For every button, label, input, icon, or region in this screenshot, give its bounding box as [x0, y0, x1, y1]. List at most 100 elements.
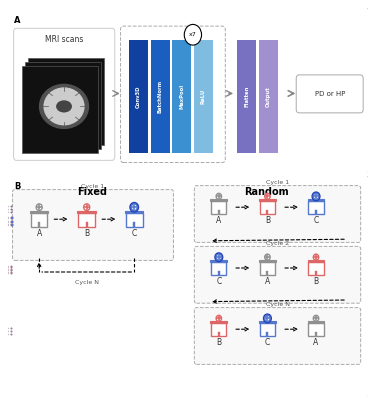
Bar — [10, 209, 12, 210]
Bar — [218, 271, 220, 275]
Bar — [10, 270, 12, 271]
Bar — [7, 272, 8, 274]
Ellipse shape — [39, 84, 88, 128]
Bar — [133, 222, 135, 227]
Bar — [78, 210, 96, 213]
Bar — [10, 209, 12, 210]
Bar — [218, 272, 220, 274]
Bar — [315, 332, 317, 336]
Circle shape — [216, 193, 222, 200]
FancyBboxPatch shape — [12, 190, 174, 260]
Text: Cycle 1: Cycle 1 — [81, 184, 105, 189]
FancyBboxPatch shape — [25, 62, 101, 149]
FancyBboxPatch shape — [211, 201, 226, 214]
Bar — [7, 218, 8, 219]
Circle shape — [265, 254, 270, 260]
Bar — [3, 212, 4, 213]
Bar — [7, 266, 8, 268]
Bar — [218, 210, 220, 214]
Bar — [10, 212, 12, 213]
FancyBboxPatch shape — [309, 262, 324, 275]
Bar — [11, 221, 13, 223]
Bar — [3, 331, 4, 332]
Bar — [3, 266, 4, 268]
Circle shape — [313, 315, 319, 322]
Bar — [308, 322, 324, 323]
Bar — [2, 224, 4, 226]
Bar — [7, 272, 8, 274]
Bar — [134, 224, 135, 226]
Bar — [10, 328, 12, 329]
FancyBboxPatch shape — [260, 201, 275, 214]
Ellipse shape — [44, 88, 84, 125]
Bar — [3, 272, 4, 274]
Bar — [10, 331, 12, 332]
Ellipse shape — [44, 88, 84, 124]
Bar — [7, 206, 8, 207]
Bar — [7, 266, 8, 268]
FancyBboxPatch shape — [309, 323, 324, 336]
Bar — [267, 210, 268, 214]
Bar — [11, 221, 13, 223]
Bar — [2, 224, 4, 226]
Text: B: B — [265, 216, 270, 225]
Text: ReLU: ReLU — [201, 89, 206, 104]
Bar — [10, 334, 12, 335]
Bar — [3, 266, 4, 268]
Bar — [10, 272, 12, 274]
Bar — [3, 209, 4, 210]
Text: Flatten: Flatten — [244, 86, 249, 107]
Bar — [10, 206, 12, 207]
Bar — [3, 206, 4, 207]
Bar — [259, 322, 276, 323]
FancyBboxPatch shape — [22, 66, 98, 152]
FancyBboxPatch shape — [260, 323, 275, 336]
Bar — [3, 272, 4, 274]
Bar — [3, 209, 4, 210]
Bar — [3, 334, 4, 335]
Text: B: B — [14, 182, 20, 191]
FancyBboxPatch shape — [6, 175, 369, 398]
Text: MaxPool: MaxPool — [179, 84, 184, 109]
FancyBboxPatch shape — [296, 75, 363, 113]
Bar — [10, 266, 12, 268]
Text: x7: x7 — [189, 32, 197, 37]
Circle shape — [84, 204, 90, 210]
Bar — [10, 212, 12, 213]
Circle shape — [265, 315, 270, 322]
Bar — [10, 209, 12, 210]
FancyBboxPatch shape — [260, 262, 275, 275]
Bar — [194, 40, 213, 152]
Text: A: A — [36, 229, 42, 238]
Ellipse shape — [56, 99, 73, 114]
Text: A: A — [314, 338, 319, 347]
Bar — [10, 334, 12, 335]
Bar — [3, 334, 4, 335]
Bar — [3, 328, 4, 329]
Bar — [7, 206, 8, 207]
Text: B: B — [84, 229, 89, 238]
Bar — [3, 270, 4, 271]
Text: Random: Random — [244, 187, 289, 197]
Bar — [218, 334, 220, 335]
Text: Cycle N: Cycle N — [75, 280, 99, 285]
Circle shape — [313, 193, 319, 200]
Bar — [7, 334, 8, 335]
Bar — [2, 221, 4, 223]
Bar — [11, 224, 13, 226]
Ellipse shape — [57, 101, 71, 112]
Bar — [3, 272, 4, 274]
Text: A: A — [265, 277, 270, 286]
Bar — [7, 328, 8, 329]
FancyBboxPatch shape — [126, 213, 142, 227]
Bar — [10, 334, 12, 335]
Bar — [218, 332, 220, 336]
Bar — [7, 212, 8, 213]
Bar — [7, 224, 8, 226]
Text: C: C — [265, 338, 270, 347]
Text: Fixed: Fixed — [77, 187, 107, 197]
Bar — [10, 331, 12, 332]
Text: A: A — [216, 216, 222, 225]
Bar — [3, 212, 4, 213]
Circle shape — [216, 315, 222, 322]
